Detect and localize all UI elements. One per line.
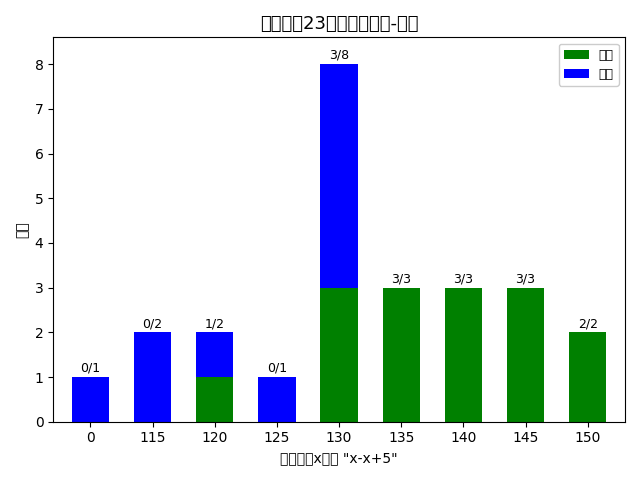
Bar bbox=[134, 332, 172, 422]
Bar bbox=[259, 377, 296, 422]
Title: 四川大学23软学录取情况-复试: 四川大学23软学录取情况-复试 bbox=[260, 15, 419, 33]
Bar bbox=[383, 288, 420, 422]
Text: 0/1: 0/1 bbox=[267, 362, 287, 375]
Bar bbox=[72, 377, 109, 422]
Y-axis label: 人数: 人数 bbox=[15, 221, 29, 238]
Text: 0/2: 0/2 bbox=[143, 317, 163, 330]
Bar bbox=[445, 288, 482, 422]
Bar bbox=[569, 332, 606, 422]
Text: 1/2: 1/2 bbox=[205, 317, 225, 330]
Text: 0/1: 0/1 bbox=[81, 362, 100, 375]
Text: 3/3: 3/3 bbox=[453, 272, 474, 286]
Legend: 录取, 复试: 录取, 复试 bbox=[559, 44, 619, 86]
X-axis label: 分数段，x表示 "x-x+5": 分数段，x表示 "x-x+5" bbox=[280, 451, 398, 465]
Text: 3/3: 3/3 bbox=[391, 272, 412, 286]
Text: 3/3: 3/3 bbox=[516, 272, 536, 286]
Bar bbox=[321, 64, 358, 288]
Text: 2/2: 2/2 bbox=[578, 317, 598, 330]
Bar bbox=[507, 288, 544, 422]
Bar bbox=[196, 377, 234, 422]
Bar bbox=[196, 332, 234, 377]
Bar bbox=[321, 288, 358, 422]
Text: 3/8: 3/8 bbox=[329, 49, 349, 62]
